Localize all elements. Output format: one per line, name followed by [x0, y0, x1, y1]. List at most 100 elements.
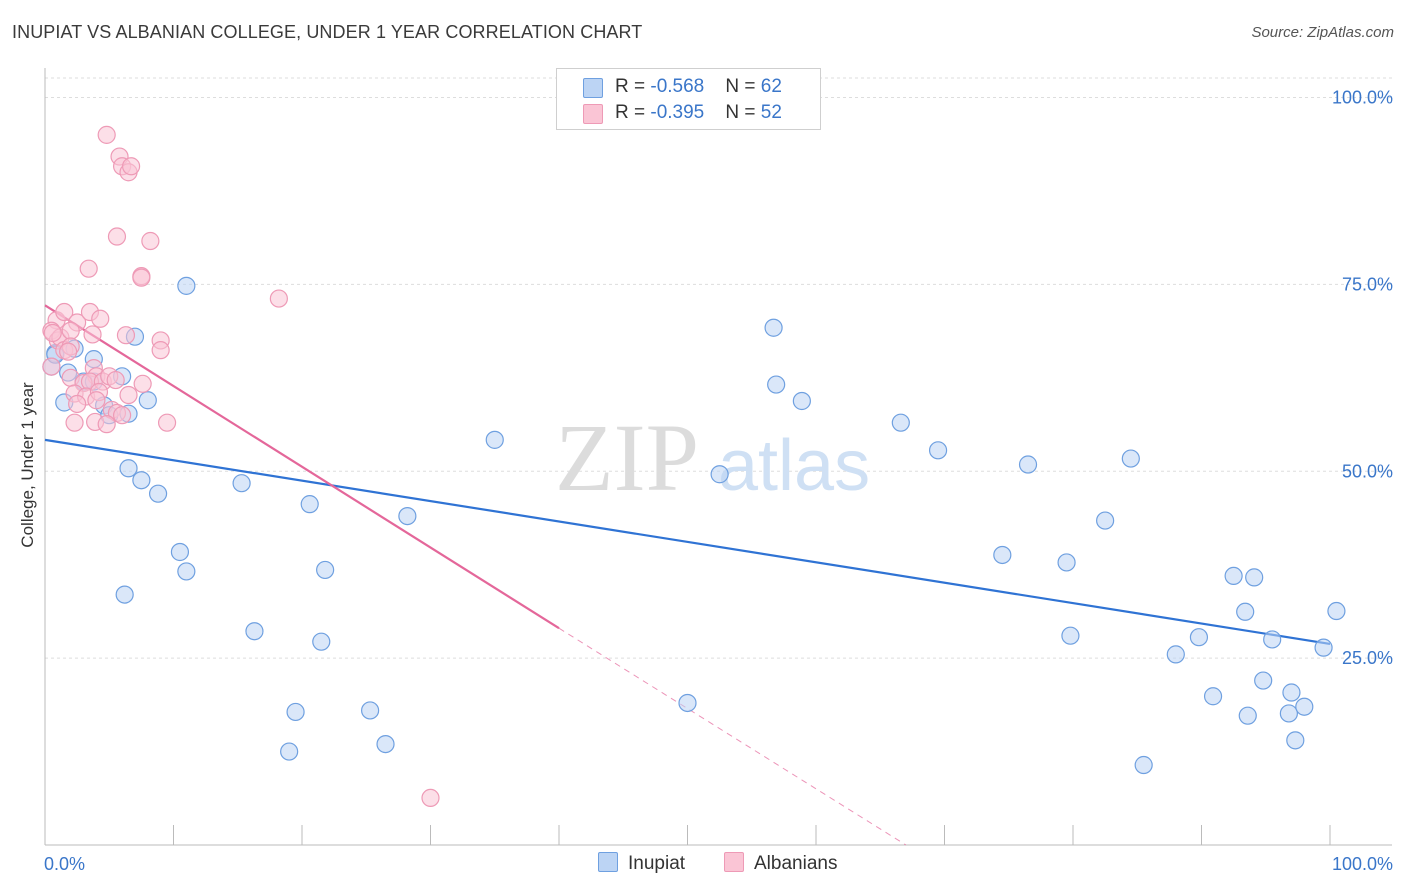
source-credit: Source: ZipAtlas.com	[1251, 24, 1394, 41]
data-point-inupiat	[398, 506, 417, 526]
y-tick-label: 25.0%	[1342, 648, 1393, 668]
legend-swatch-albanians	[583, 104, 603, 124]
data-point-inupiat	[316, 560, 335, 580]
y-tick-label: 50.0%	[1342, 461, 1393, 481]
legend-n-value: 62	[760, 76, 782, 97]
data-point-inupiat	[1263, 630, 1282, 649]
data-point-albanians	[157, 413, 177, 432]
gridlines	[45, 77, 1392, 659]
series-label-albanians: Albanians	[754, 853, 838, 874]
data-point-albanians	[91, 309, 110, 328]
data-point-albanians	[42, 357, 61, 376]
chart-title: INUPIAT VS ALBANIAN COLLEGE, UNDER 1 YEA…	[12, 22, 643, 42]
data-point-inupiat	[1327, 601, 1346, 621]
data-point-inupiat	[300, 495, 319, 514]
watermark-atlas: atlas	[718, 426, 870, 506]
x-tick-label: 0.0%	[44, 854, 85, 874]
data-point-inupiat	[1254, 671, 1273, 690]
data-point-inupiat	[1121, 449, 1140, 468]
data-point-inupiat	[792, 391, 811, 411]
data-point-inupiat	[891, 413, 910, 432]
trend-line-inupiat	[44, 438, 1331, 646]
data-point-inupiat	[1203, 687, 1223, 706]
data-points	[42, 125, 1346, 808]
data-point-inupiat	[1314, 638, 1333, 657]
data-point-albanians	[151, 341, 170, 360]
y-axis-label: College, Under 1 year	[18, 382, 37, 548]
legend-n-label: N =	[725, 102, 761, 123]
data-point-inupiat	[764, 318, 783, 337]
data-point-inupiat	[1057, 553, 1076, 572]
data-point-inupiat	[1286, 731, 1305, 750]
data-point-inupiat	[767, 375, 786, 394]
data-point-inupiat	[1224, 566, 1243, 586]
data-point-albanians	[55, 302, 74, 322]
data-point-inupiat	[312, 632, 331, 651]
data-point-inupiat	[245, 622, 264, 641]
legend-n-value: 52	[760, 102, 782, 123]
data-point-inupiat	[485, 430, 504, 449]
data-point-inupiat	[132, 471, 151, 490]
data-point-albanians	[79, 259, 98, 278]
data-point-inupiat	[138, 391, 157, 410]
series-swatch-albanians	[724, 852, 744, 872]
legend-swatch-inupiat	[583, 78, 603, 98]
data-point-inupiat	[1018, 455, 1038, 474]
series-label-inupiat: Inupiat	[628, 853, 686, 874]
data-point-inupiat	[376, 734, 395, 754]
data-point-inupiat	[361, 701, 380, 720]
y-tick-label: 100.0%	[1332, 88, 1393, 108]
data-point-albanians	[97, 415, 116, 434]
data-point-albanians	[65, 413, 84, 432]
data-point-inupiat	[1096, 511, 1115, 530]
data-point-inupiat	[1295, 697, 1314, 716]
data-point-inupiat	[1238, 706, 1257, 725]
data-point-inupiat	[1282, 683, 1301, 702]
legend-r-label: R =	[615, 76, 651, 97]
axes	[44, 68, 1392, 846]
data-point-albanians	[43, 323, 62, 343]
data-point-albanians	[83, 325, 102, 344]
data-point-inupiat	[1189, 628, 1209, 647]
data-point-inupiat	[1134, 755, 1153, 775]
data-point-inupiat	[1279, 704, 1298, 723]
y-tick-label: 75.0%	[1342, 274, 1393, 294]
data-point-inupiat	[232, 474, 251, 493]
data-point-albanians	[141, 231, 160, 251]
data-point-inupiat	[115, 585, 134, 604]
data-point-albanians	[106, 370, 125, 390]
data-point-inupiat	[1061, 626, 1080, 645]
data-point-inupiat	[678, 693, 697, 713]
data-point-inupiat	[148, 484, 168, 503]
correlation-legend: R = -0.568 N = 62 R = -0.395 N = 52	[556, 68, 821, 130]
data-point-albanians	[107, 227, 127, 246]
trend-line-albanians	[44, 304, 560, 630]
legend-r-value: -0.568	[650, 76, 705, 97]
series-legend-albanians[interactable]: Albanians	[724, 852, 837, 875]
series-legend-inupiat[interactable]: Inupiat	[598, 852, 685, 875]
data-point-albanians	[59, 342, 78, 361]
data-point-albanians	[87, 391, 106, 410]
data-point-inupiat	[280, 742, 299, 761]
data-point-albanians	[119, 385, 138, 405]
data-point-albanians	[421, 788, 440, 808]
data-point-albanians	[133, 374, 152, 393]
legend-r-label: R =	[615, 102, 651, 123]
data-point-inupiat	[1236, 602, 1255, 621]
data-point-inupiat	[928, 441, 948, 460]
data-point-albanians	[68, 394, 87, 414]
watermark-zip: ZIP	[555, 404, 699, 511]
legend-r-value: -0.395	[650, 102, 705, 123]
trend-extension-albanians	[558, 627, 907, 846]
trend-lines	[44, 304, 1331, 846]
data-point-albanians	[116, 326, 136, 345]
data-point-albanians	[121, 157, 141, 176]
data-point-inupiat	[177, 276, 196, 295]
data-point-albanians	[97, 125, 116, 144]
data-point-inupiat	[286, 702, 305, 722]
data-point-inupiat	[1166, 645, 1185, 664]
watermark: ZIP atlas	[555, 404, 870, 511]
x-tick-label: 100.0%	[1332, 854, 1393, 874]
data-point-inupiat	[993, 545, 1012, 565]
